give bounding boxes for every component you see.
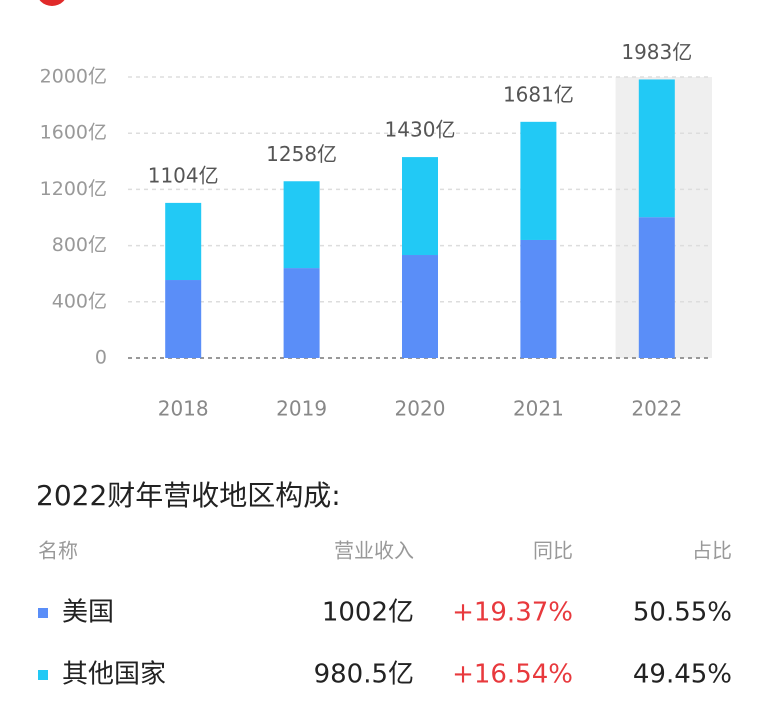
table-cell: 49.45% xyxy=(633,660,732,690)
bar-segment xyxy=(638,217,675,358)
x-tick-label: 2019 xyxy=(276,397,327,421)
total-label: 1104亿 xyxy=(148,163,219,187)
column-header: 营业收入 xyxy=(334,539,414,563)
x-tick-label: 2020 xyxy=(395,397,446,421)
column-header: 名称 xyxy=(38,539,78,563)
y-tick-label: 800亿 xyxy=(52,234,107,256)
y-tick-label: 2000亿 xyxy=(40,66,107,88)
y-tick-label: 1600亿 xyxy=(40,122,107,144)
table-cell: +16.54% xyxy=(452,660,573,690)
bar-segment xyxy=(283,268,320,358)
total-label: 1681亿 xyxy=(503,82,574,106)
bar-segment xyxy=(165,280,202,358)
bar-segment xyxy=(402,157,438,256)
logo-icon xyxy=(39,0,65,6)
x-tick-label: 2018 xyxy=(158,397,209,421)
table-cell: 50.55% xyxy=(633,598,732,628)
total-label: 1430亿 xyxy=(385,118,456,142)
bar-segment xyxy=(520,121,557,240)
legend-swatch xyxy=(38,608,48,618)
column-header: 占比 xyxy=(692,539,732,563)
total-label: 1983亿 xyxy=(621,40,692,64)
row-name: 美国 xyxy=(62,598,114,628)
legend-swatch xyxy=(38,670,48,680)
bar-segment xyxy=(638,79,675,218)
bar-segment xyxy=(165,202,202,281)
bar-segment xyxy=(402,255,438,358)
table-cell: 1002亿 xyxy=(322,598,414,628)
table-cell: 980.5亿 xyxy=(314,660,414,690)
row-name: 其他国家 xyxy=(62,660,166,690)
y-tick-label: 400亿 xyxy=(52,290,107,312)
y-tick-label: 1200亿 xyxy=(40,178,107,200)
bar-segment xyxy=(283,181,320,269)
y-tick-label: 0 xyxy=(95,347,107,369)
total-label: 1258亿 xyxy=(266,142,337,166)
table-title: 2022财年营收地区构成: xyxy=(36,479,341,512)
table-cell: +19.37% xyxy=(452,598,573,628)
x-tick-label: 2021 xyxy=(513,397,564,421)
column-header: 同比 xyxy=(533,539,573,563)
bar-segment xyxy=(520,239,557,358)
x-tick-label: 2022 xyxy=(631,397,682,421)
